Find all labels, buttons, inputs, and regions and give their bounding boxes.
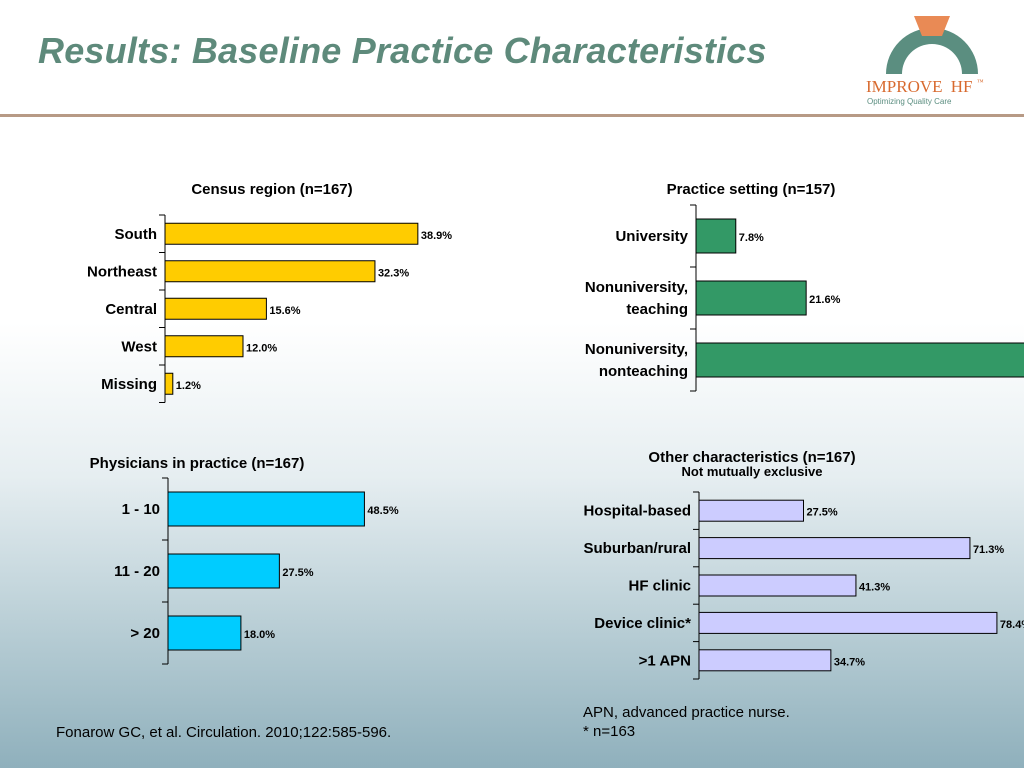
bar [698,649,832,672]
category-label: > 20 [130,625,160,642]
category-label: University [615,228,688,245]
practice-setting-chart: Practice setting (n=157) 7.8% University 21… [585,181,1024,392]
logo-arc-icon [886,28,978,74]
bar [164,222,419,245]
bar [698,611,998,634]
data-label: 78.4% [1000,619,1024,631]
improve-hf-logo: IMPROVE HF ™ Optimizing Quality Care [866,16,984,106]
bar [698,499,804,522]
census-region-chart: Census region (n=167) 38.9% South 32.3% Nort… [87,181,452,403]
data-label: 41.3% [859,582,890,594]
chart-title: Physicians in practice (n=167) [90,455,305,472]
footnote-device-clinic: * n=163 [583,723,636,740]
bar [164,372,174,395]
slide-title: Results: Baseline Practice Characteristi… [38,30,767,71]
logo-word-improve: IMPROVE [866,77,943,96]
category-label: Nonuniversity, [585,279,688,296]
data-label: 15.6% [269,305,300,317]
physicians-in-practice-chart: Physicians in practice (n=167) 48.5% 1 - 1… [90,455,399,665]
chart-title: Practice setting (n=157) [667,181,836,198]
other-characteristics-chart: Other characteristics (n=167)Not mutuall… [583,449,1024,680]
logo-keystone-icon [914,16,950,36]
bar [698,537,971,560]
citation: Fonarow GC, et al. Circulation. 2010;122… [56,724,392,741]
category-label: South [115,226,158,243]
category-label: Northeast [87,263,157,280]
data-label: 32.3% [378,267,409,279]
bar [167,615,242,651]
category-label: teaching [626,301,688,318]
data-label: 71.3% [973,544,1004,556]
category-label: Central [105,301,157,318]
logo-word-hf: HF [951,77,973,96]
data-label: 1.2% [176,380,201,392]
data-label: 27.5% [282,567,313,579]
chart-subtitle: Not mutually exclusive [682,464,823,479]
category-label: nonteaching [599,363,688,380]
category-label: West [121,338,157,355]
bar [164,297,267,320]
footnote-apn: APN, advanced practice nurse. [583,704,790,721]
bar [164,335,244,358]
data-label: 27.5% [807,507,838,519]
category-label: >1 APN [639,652,691,669]
bar [167,491,365,527]
data-label: 34.7% [834,656,865,668]
data-label: 12.0% [246,342,277,354]
logo-trademark: ™ [977,78,984,86]
data-label: 21.6% [809,294,840,306]
bar [698,574,857,597]
category-label: Nonuniversity, [585,341,688,358]
data-label: 38.9% [421,230,452,242]
data-label: 7.8% [739,232,764,244]
bar [695,280,807,316]
category-label: Device clinic* [594,615,691,632]
bar [164,260,376,283]
category-label: Hospital-based [583,503,691,520]
category-label: Missing [101,376,157,393]
chart-title: Other characteristics (n=167) [648,449,855,466]
bar [695,218,737,254]
category-label: Suburban/rural [583,540,691,557]
data-label: 48.5% [367,505,398,517]
title-divider [0,114,1024,117]
bar [695,342,1024,378]
category-label: 11 - 20 [114,563,160,580]
category-label: 1 - 10 [122,501,160,518]
category-label: HF clinic [628,578,691,595]
data-label: 18.0% [244,629,275,641]
logo-tagline: Optimizing Quality Care [867,97,952,106]
bar [167,553,280,589]
svg-text:IMPROVE HF ™: IMPROVE HF ™ [866,77,984,96]
chart-title: Census region (n=167) [191,181,352,198]
